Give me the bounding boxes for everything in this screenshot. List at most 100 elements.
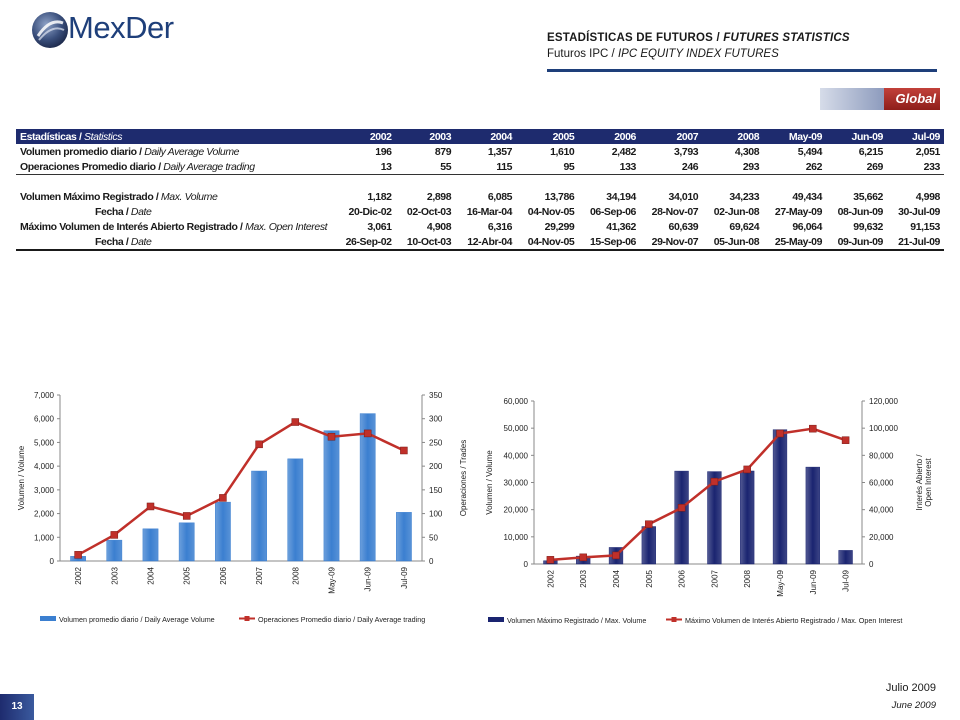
table-cell: 30-Jul-09 <box>898 205 940 218</box>
y-tick-label: 5,000 <box>34 438 55 447</box>
table-cell: 49,434 <box>792 190 823 203</box>
title-en: FUTURES STATISTICS <box>723 32 850 44</box>
subtitle-es: Futuros IPC <box>547 48 609 60</box>
table-cell: 4,998 <box>915 190 941 203</box>
y-tick-label: 4,000 <box>34 462 55 471</box>
table-row: Fecha / Date 20-Dic-02 02-Oct-03 16-Mar-04 0… <box>16 204 944 219</box>
column-header: 2002 <box>334 129 396 144</box>
subtitle-sep: / <box>608 48 618 60</box>
table-cell: 2,898 <box>426 190 452 203</box>
table-cell: 02-Jun-08 <box>713 205 760 218</box>
column-header: May-09 <box>763 129 827 144</box>
table-cell: 196 <box>375 145 392 158</box>
table-cell: 41,362 <box>606 220 636 233</box>
y2-tick-label: 350 <box>429 391 443 400</box>
row-label-es: Volumen Máximo Registrado <box>20 190 154 203</box>
line-point <box>579 553 587 562</box>
column-header: Jul-09 <box>886 129 944 144</box>
global-badge-fade <box>820 88 884 110</box>
bar <box>251 470 267 562</box>
table-cell: 262 <box>763 159 827 175</box>
x-tick-label: 2004 <box>147 566 156 584</box>
table-cell: 21-Jul-09 <box>886 234 944 251</box>
bar <box>142 528 159 562</box>
x-tick-label: May-09 <box>776 569 785 596</box>
page-subtitle: Futuros IPC / IPC EQUITY INDEX FUTURES <box>547 48 779 60</box>
y-tick-label: 60,000 <box>504 397 529 406</box>
y-tick-label: 20,000 <box>504 506 529 515</box>
y2-tick-label: 100,000 <box>869 424 898 433</box>
y2-tick-label: 50 <box>429 533 438 542</box>
mexder-logo-icon <box>32 12 68 48</box>
y-tick-label: 50,000 <box>504 424 529 433</box>
y2-tick-label: 80,000 <box>869 451 894 460</box>
table-cell: 95 <box>516 159 579 175</box>
table-cell: 25-May-09 <box>763 234 827 251</box>
y-tick-label: 1,000 <box>34 533 55 542</box>
line-point <box>327 432 336 441</box>
table-cell: 35,662 <box>853 190 883 203</box>
line-point <box>546 556 555 564</box>
row-label-en: Date <box>130 235 152 248</box>
mexder-logo: MexDer <box>30 8 200 52</box>
bar <box>674 470 689 565</box>
row-label-es: Máximo Volumen de Interés Abierto Regist… <box>20 220 238 233</box>
bar <box>178 522 195 562</box>
table-cell: 13,786 <box>544 190 575 203</box>
table-cell: 133 <box>578 159 640 175</box>
table-cell: 3,061 <box>367 220 392 233</box>
x-tick-label: 2008 <box>291 566 300 584</box>
y2-axis-title: Open Interest <box>924 457 933 506</box>
y-tick-label: 3,000 <box>34 486 55 495</box>
x-tick-label: 2005 <box>183 566 192 584</box>
x-tick-label: 2008 <box>743 569 752 587</box>
legend-swatch-marker <box>671 617 677 622</box>
table-cell: 06-Sep-06 <box>589 205 636 218</box>
line-point <box>219 494 227 502</box>
column-header: 2007 <box>639 129 703 144</box>
y2-axis-title: Interés Abierto / <box>915 454 924 511</box>
table-cell: 26-Sep-02 <box>334 234 396 251</box>
row-label: Fecha / Date <box>95 205 152 218</box>
subtitle-en: IPC EQUITY INDEX FUTURES <box>617 48 779 60</box>
table-cell: 1,357 <box>487 145 513 158</box>
table-cell: 05-Jun-08 <box>702 234 764 251</box>
table-cell: 2,051 <box>915 145 941 158</box>
table-row: Operaciones Promedio diario / Daily Aver… <box>16 159 944 175</box>
bar <box>323 430 340 562</box>
row-label: Volumen promedio diario / Daily Average … <box>20 145 240 158</box>
row-label-en: Daily Average Volume <box>144 145 240 158</box>
table-cell: 60,639 <box>668 220 699 233</box>
legend-swatch-marker <box>244 616 250 621</box>
table-cell: 34,010 <box>668 190 699 203</box>
table-cell: 233 <box>886 159 944 175</box>
row-label-en: Max. Open Interest <box>245 220 328 233</box>
line-point <box>710 477 719 486</box>
table-cell: 16-Mar-04 <box>466 205 513 218</box>
table-row: Volumen promedio diario / Daily Average … <box>16 144 944 159</box>
y2-tick-label: 300 <box>429 415 443 424</box>
y-tick-label: 10,000 <box>504 533 529 542</box>
x-tick-label: 2007 <box>710 569 719 587</box>
table-cell: 4,308 <box>734 145 760 158</box>
y-tick-label: 0 <box>50 557 55 566</box>
table-cell: 09-Jun-09 <box>826 234 887 251</box>
row-label: Máximo Volumen de Interés Abierto Regist… <box>20 220 328 233</box>
x-tick-label: May-09 <box>328 566 337 593</box>
daily-average-chart: 0 1,000 2,000 3,000 4,000 5,000 6,000 7,000 0 50 1… <box>17 391 468 624</box>
y2-tick-label: 150 <box>429 486 443 495</box>
table-cell: 91,153 <box>910 220 940 233</box>
line-point <box>74 551 82 559</box>
table-cell: 69,624 <box>729 220 760 233</box>
table-cell: 2,482 <box>611 145 637 158</box>
x-tick-label: Jun-09 <box>364 566 373 591</box>
x-tick-label: Jul-09 <box>400 566 409 588</box>
footer-date-es: Julio 2009 <box>885 682 936 694</box>
bar <box>287 458 304 562</box>
x-tick-label: 2006 <box>678 569 687 587</box>
series-line <box>550 427 847 562</box>
row-label: Operaciones Promedio diario / Daily Aver… <box>16 159 334 175</box>
table-cell: 1,610 <box>550 145 575 158</box>
table-cell: 3,793 <box>673 145 699 158</box>
table-cell: 6,316 <box>487 220 513 233</box>
